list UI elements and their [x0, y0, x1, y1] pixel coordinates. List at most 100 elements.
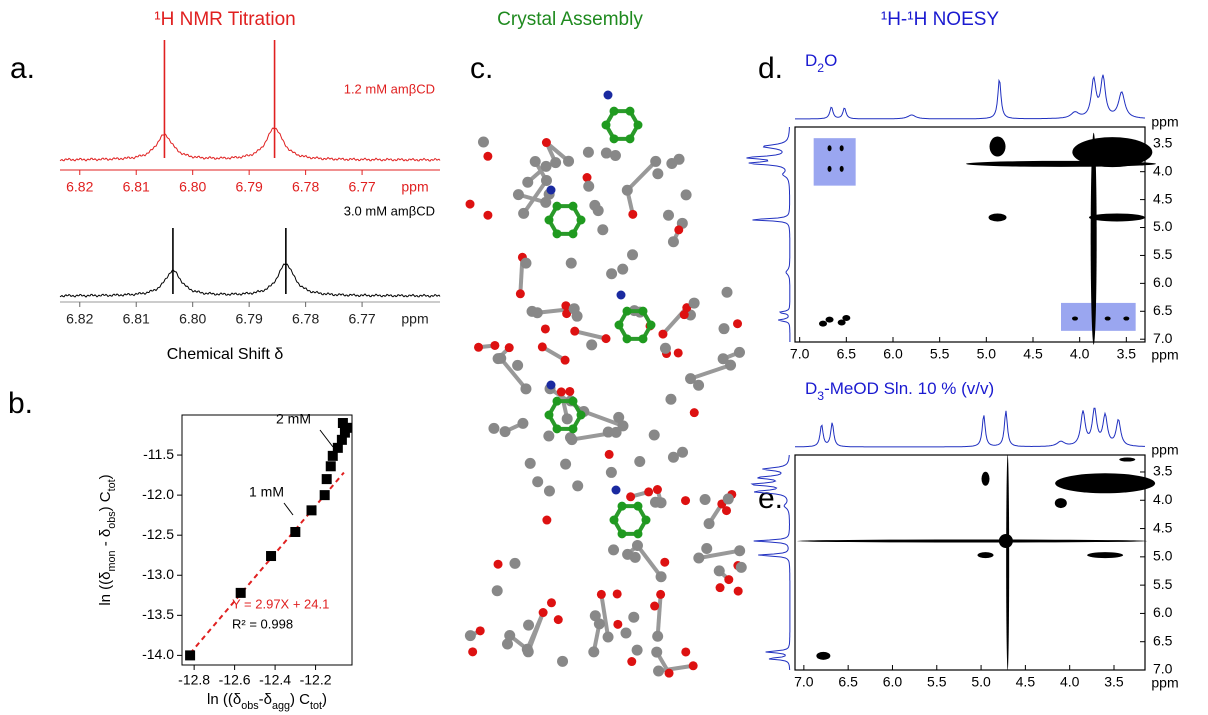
unit-label: ppm: [401, 311, 428, 327]
x-tick-label: 4.0: [1070, 346, 1090, 362]
spectrum-label: 1.2 mM amβCD: [344, 81, 435, 96]
atom: [545, 411, 554, 420]
atom: [525, 458, 536, 469]
atom: [523, 646, 534, 657]
atom: [639, 307, 648, 316]
x-axis-title-part: ): [322, 691, 327, 708]
x-tick-label: 5.5: [930, 346, 950, 362]
atom: [532, 476, 543, 487]
x-axis-title-part: ln ((δ: [207, 691, 241, 708]
y-tick-label: 4.5: [1153, 519, 1173, 535]
atom: [626, 492, 635, 501]
annotation-leader: [320, 430, 333, 447]
x-tick-label: 6.78: [292, 311, 319, 327]
fit-equation: Y = 2.97X + 24.1: [232, 596, 329, 611]
atom: [516, 289, 525, 298]
atom: [505, 343, 514, 352]
atom: [701, 543, 712, 554]
atom: [612, 486, 621, 495]
data-point: [326, 461, 336, 471]
heading-crystal: Crystal Assembly: [497, 9, 643, 30]
atom: [547, 186, 556, 195]
atom: [733, 319, 742, 328]
atom: [610, 134, 619, 143]
y-axis-title-part: ): [97, 474, 114, 479]
projection-top: [795, 408, 1145, 447]
atom: [512, 360, 523, 371]
x-tick-label: 6.0: [883, 346, 903, 362]
cross-peak: [1055, 498, 1067, 508]
atom: [660, 343, 671, 354]
cross-peak: [828, 145, 832, 151]
r-squared: R² = 0.998: [232, 616, 293, 631]
atom: [474, 343, 483, 352]
atom: [620, 628, 631, 639]
cross-peak: [840, 166, 844, 172]
atom: [666, 158, 677, 169]
atom: [689, 298, 700, 309]
atom: [530, 156, 541, 167]
atom: [615, 321, 624, 330]
x-tick-label: 7.0: [790, 346, 810, 362]
atom: [714, 565, 725, 576]
y-axis-title: ln ((δmon - δobs) Ctot): [97, 474, 118, 605]
atom: [541, 175, 552, 186]
atom: [509, 558, 520, 569]
x-axis-title-part: agg: [272, 700, 290, 712]
atom: [588, 646, 599, 657]
atom: [632, 540, 643, 551]
atom: [653, 485, 662, 494]
cross-peak: [826, 317, 834, 323]
atom: [520, 258, 531, 269]
solvent-label: D2O: [805, 51, 837, 75]
atom: [553, 202, 562, 211]
atom: [577, 411, 586, 420]
atom: [560, 459, 571, 470]
atom: [572, 480, 583, 491]
atom: [492, 585, 503, 596]
atom: [545, 216, 554, 225]
atom: [623, 334, 632, 343]
panel-label: c.: [470, 52, 493, 85]
atom: [626, 134, 635, 143]
atom: [583, 147, 594, 158]
atom: [483, 211, 492, 220]
atom: [541, 324, 550, 333]
bond: [691, 365, 731, 379]
spectrum-trace: [60, 264, 440, 297]
data-point: [185, 650, 195, 660]
atom: [613, 620, 622, 629]
atom: [674, 225, 683, 234]
atom: [493, 353, 504, 364]
x-axis-title: ln ((δobs-δagg) Ctot): [207, 691, 327, 712]
atom: [570, 327, 579, 336]
cross-peak: [816, 652, 830, 660]
atom: [553, 229, 562, 238]
y-axis-title-part: ) C: [97, 491, 114, 511]
solvent-label-part: -MeOD Sln. 10 % (v/v): [824, 379, 994, 398]
x-tick-label: 4.0: [1060, 674, 1080, 690]
y-tick-label: 6.0: [1153, 274, 1173, 290]
atom: [668, 236, 679, 247]
atom: [523, 620, 534, 631]
atom: [606, 467, 617, 478]
y-tick-label: 7.0: [1153, 330, 1173, 346]
solvent-label-part: O: [824, 51, 837, 70]
unit-label: ppm: [401, 179, 428, 195]
atom: [681, 496, 690, 505]
atom: [541, 161, 552, 172]
atom: [734, 347, 745, 358]
y-axis-title-part: obs: [106, 511, 118, 529]
cross-peak: [1006, 455, 1009, 671]
bond: [601, 594, 608, 637]
x-tick-label: -12.8: [178, 672, 210, 688]
atom: [663, 210, 674, 221]
atom: [577, 216, 586, 225]
atom: [500, 426, 511, 437]
atom: [725, 360, 736, 371]
atom: [693, 380, 704, 391]
y-tick-label: 6.5: [1153, 302, 1173, 318]
atom: [719, 323, 730, 334]
atom: [502, 639, 513, 650]
crystal-structure: [465, 91, 747, 678]
